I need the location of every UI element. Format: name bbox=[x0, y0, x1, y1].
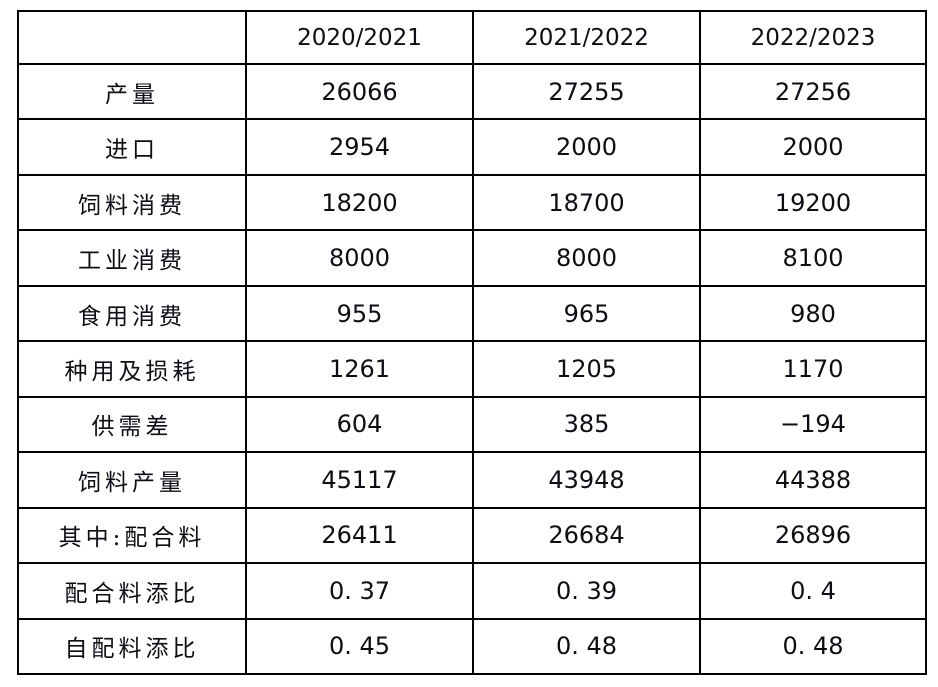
value-cell: 18700 bbox=[472, 173, 701, 232]
row-label-industrial-consumption: 工业消费 bbox=[17, 229, 247, 287]
table-row-self-mixed-feed-ratio: 自配料添比 0. 45 0. 48 0. 48 bbox=[17, 617, 927, 676]
row-label-imports: 进口 bbox=[17, 118, 247, 176]
value-cell: 385 bbox=[472, 395, 701, 454]
table-row-food-consumption: 食用消费 955 965 980 bbox=[17, 284, 927, 343]
value-cell: 8000 bbox=[472, 229, 701, 287]
supply-demand-balance-table: 2020/2021 2021/2022 2022/2023 产量 26066 2… bbox=[17, 10, 927, 676]
value-cell: 955 bbox=[245, 284, 474, 343]
column-header-2021-2022: 2021/2022 bbox=[472, 10, 701, 65]
value-cell: −194 bbox=[699, 395, 927, 454]
table-row-industrial-consumption: 工业消费 8000 8000 8100 bbox=[17, 229, 927, 287]
table-row-feed-consumption: 饲料消费 18200 18700 19200 bbox=[17, 173, 927, 232]
value-cell: 0. 48 bbox=[699, 617, 927, 676]
row-label-production: 产量 bbox=[17, 62, 247, 121]
value-cell: 27256 bbox=[699, 62, 927, 121]
value-cell: 2000 bbox=[472, 118, 701, 176]
value-cell: 44388 bbox=[699, 451, 927, 509]
row-label-compound-feed-ratio: 配合料添比 bbox=[17, 562, 247, 620]
value-cell: 0. 37 bbox=[245, 562, 474, 620]
value-cell: 19200 bbox=[699, 173, 927, 232]
value-cell: 8000 bbox=[245, 229, 474, 287]
value-cell: 604 bbox=[245, 395, 474, 454]
value-cell: 27255 bbox=[472, 62, 701, 121]
value-cell: 0. 45 bbox=[245, 617, 474, 676]
column-header-2020-2021: 2020/2021 bbox=[245, 10, 474, 65]
value-cell: 0. 39 bbox=[472, 562, 701, 620]
row-label-supply-demand-gap: 供需差 bbox=[17, 395, 247, 454]
table-row-feed-output: 饲料产量 45117 43948 44388 bbox=[17, 451, 927, 509]
corner-cell bbox=[17, 10, 247, 65]
row-label-self-mixed-feed-ratio: 自配料添比 bbox=[17, 617, 247, 676]
table-row-production: 产量 26066 27255 27256 bbox=[17, 62, 927, 121]
value-cell: 2954 bbox=[245, 118, 474, 176]
value-cell: 18200 bbox=[245, 173, 474, 232]
row-label-feed-consumption: 饲料消费 bbox=[17, 173, 247, 232]
value-cell: 1170 bbox=[699, 340, 927, 398]
table-row-compound-feed: 其中:配合料 26411 26684 26896 bbox=[17, 506, 927, 565]
table-row-imports: 进口 2954 2000 2000 bbox=[17, 118, 927, 176]
value-cell: 1261 bbox=[245, 340, 474, 398]
value-cell: 2000 bbox=[699, 118, 927, 176]
table-row-seed-and-loss: 种用及损耗 1261 1205 1170 bbox=[17, 340, 927, 398]
value-cell: 43948 bbox=[472, 451, 701, 509]
value-cell: 8100 bbox=[699, 229, 927, 287]
row-label-feed-output: 饲料产量 bbox=[17, 451, 247, 509]
row-label-seed-and-loss: 种用及损耗 bbox=[17, 340, 247, 398]
table-row-compound-feed-ratio: 配合料添比 0. 37 0. 39 0. 4 bbox=[17, 562, 927, 620]
value-cell: 980 bbox=[699, 284, 927, 343]
header-row: 2020/2021 2021/2022 2022/2023 bbox=[17, 10, 927, 65]
value-cell: 26896 bbox=[699, 506, 927, 565]
value-cell: 1205 bbox=[472, 340, 701, 398]
column-header-2022-2023: 2022/2023 bbox=[699, 10, 927, 65]
row-label-food-consumption: 食用消费 bbox=[17, 284, 247, 343]
value-cell: 0. 48 bbox=[472, 617, 701, 676]
table-row-supply-demand-gap: 供需差 604 385 −194 bbox=[17, 395, 927, 454]
value-cell: 965 bbox=[472, 284, 701, 343]
value-cell: 26684 bbox=[472, 506, 701, 565]
value-cell: 26066 bbox=[245, 62, 474, 121]
value-cell: 45117 bbox=[245, 451, 474, 509]
value-cell: 26411 bbox=[245, 506, 474, 565]
value-cell: 0. 4 bbox=[699, 562, 927, 620]
row-label-compound-feed: 其中:配合料 bbox=[17, 506, 247, 565]
